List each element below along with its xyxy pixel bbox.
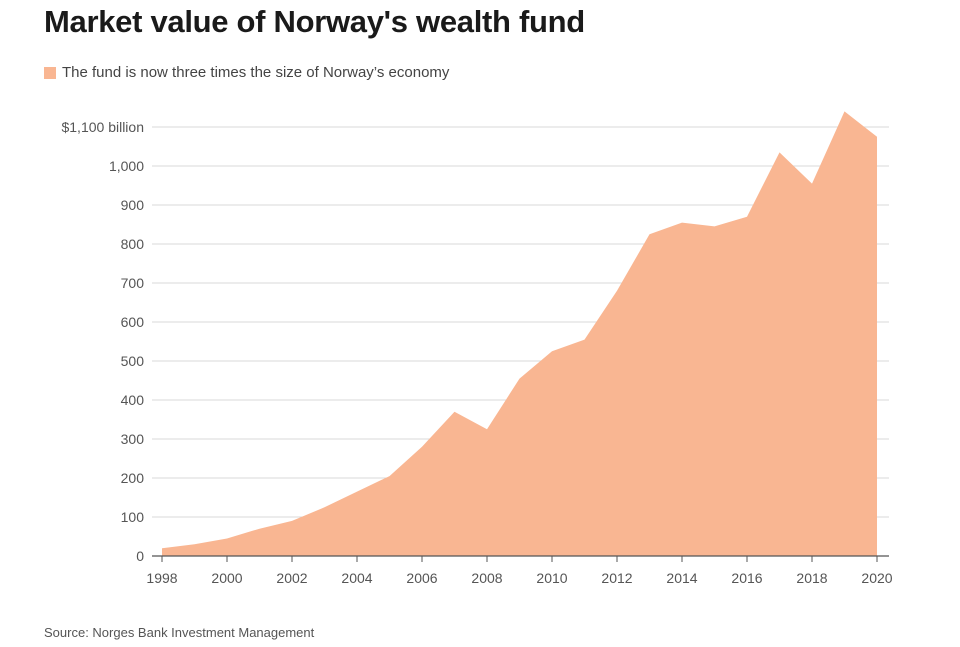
x-tick-label: 2012: [601, 570, 632, 586]
x-tick-label: 2000: [211, 570, 242, 586]
y-tick-label: 1,000: [109, 158, 144, 174]
axes: [152, 555, 889, 562]
y-tick-labels: 0 100 200 300 400 500 600 700 800 900 1,000 $1,100 …: [61, 119, 144, 564]
y-tick-label: 800: [121, 236, 145, 252]
y-tick-label: 400: [121, 392, 145, 408]
x-tick-label: 2014: [666, 570, 697, 586]
x-tick-label: 2006: [406, 570, 437, 586]
y-tick-label: 300: [121, 431, 145, 447]
x-tick-label: 2018: [796, 570, 827, 586]
legend-swatch: [44, 66, 56, 79]
x-tick-label: 1998: [146, 570, 177, 586]
y-tick-label: 100: [121, 509, 145, 525]
area-layer: [162, 111, 877, 557]
y-tick-label: 0: [136, 548, 144, 564]
y-tick-label: 200: [121, 470, 145, 486]
x-tick-label: 2002: [276, 570, 307, 586]
x-tick-label: 2004: [341, 570, 372, 586]
legend: The fund is now three times the size of …: [44, 64, 449, 81]
x-tick-label: 2020: [861, 570, 892, 586]
series-area: [162, 111, 877, 557]
chart-title: Market value of Norway's wealth fund: [44, 4, 585, 39]
y-tick-label: 500: [121, 353, 145, 369]
y-tick-label: 600: [121, 314, 145, 330]
y-tick-label: 900: [121, 197, 145, 213]
x-tick-labels: 1998 2000 2002 2004 2006 2008 2010 2012 2014 2016…: [146, 570, 892, 586]
y-tick-label: $1,100 billion: [61, 119, 144, 135]
x-tick-label: 2008: [471, 570, 502, 586]
legend-label: The fund is now three times the size of …: [62, 64, 450, 81]
x-tick-label: 2016: [731, 570, 762, 586]
y-tick-label: 700: [121, 275, 145, 291]
source-note: Source: Norges Bank Investment Managemen…: [44, 625, 315, 640]
x-tick-label: 2010: [536, 570, 567, 586]
